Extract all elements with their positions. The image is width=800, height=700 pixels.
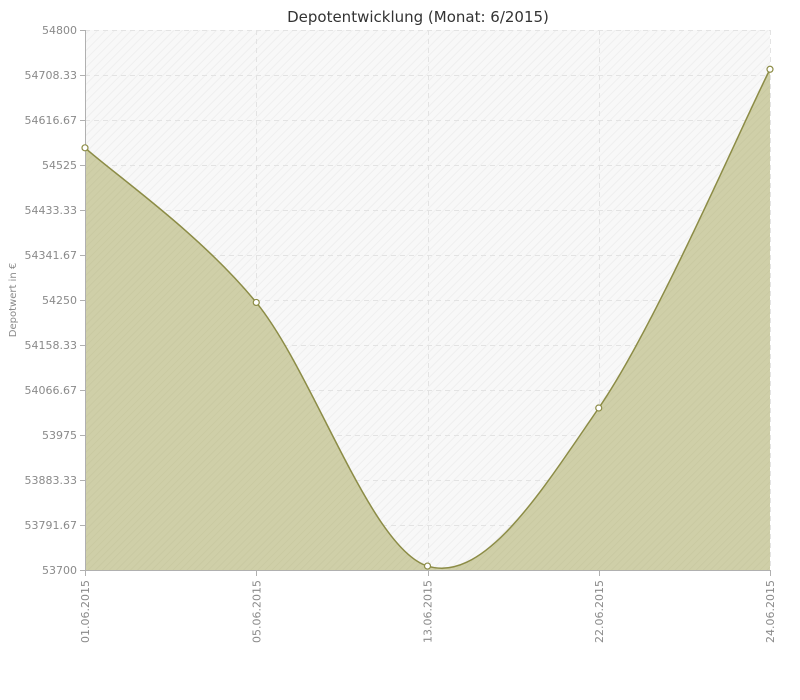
y-tick-label: 54708.33 bbox=[25, 69, 78, 82]
y-tick-label: 54525 bbox=[42, 159, 77, 172]
y-tick-label: 54066.67 bbox=[25, 384, 78, 397]
x-tick-label: 05.06.2015 bbox=[250, 580, 263, 643]
y-tick-labels: 53700 53791.67 53883.33 53975 54066.67 54158.… bbox=[25, 24, 85, 577]
series-area bbox=[85, 69, 770, 570]
x-tick-label: 22.06.2015 bbox=[593, 580, 606, 643]
data-point[interactable] bbox=[81, 144, 89, 152]
y-tick-label: 54433.33 bbox=[25, 204, 78, 217]
chart-title: Depotentwicklung (Monat: 6/2015) bbox=[287, 8, 549, 26]
x-tick-labels: 01.06.2015 05.06.2015 13.06.2015 22.06.2015… bbox=[79, 570, 777, 643]
y-tick-label: 53700 bbox=[42, 564, 77, 577]
y-tick-label: 54250 bbox=[42, 294, 77, 307]
y-tick-label: 53883.33 bbox=[25, 474, 78, 487]
data-point[interactable] bbox=[423, 562, 432, 570]
data-point[interactable] bbox=[766, 65, 774, 73]
data-point[interactable] bbox=[595, 404, 603, 412]
y-tick-label: 54158.33 bbox=[25, 339, 78, 352]
y-tick-label: 54341.67 bbox=[25, 249, 78, 262]
y-tick-label: 53975 bbox=[42, 429, 77, 442]
data-point[interactable] bbox=[252, 298, 260, 307]
x-tick-label: 24.06.2015 bbox=[764, 580, 777, 643]
x-tick-label: 01.06.2015 bbox=[79, 580, 92, 643]
y-tick-label: 53791.67 bbox=[25, 519, 78, 532]
y-tick-label: 54800 bbox=[42, 24, 77, 37]
y-tick-label: 54616.67 bbox=[25, 114, 78, 127]
markers bbox=[81, 65, 774, 570]
x-tick-label: 13.06.2015 bbox=[422, 580, 435, 643]
y-axis-label: Depotwert in € bbox=[8, 263, 19, 337]
